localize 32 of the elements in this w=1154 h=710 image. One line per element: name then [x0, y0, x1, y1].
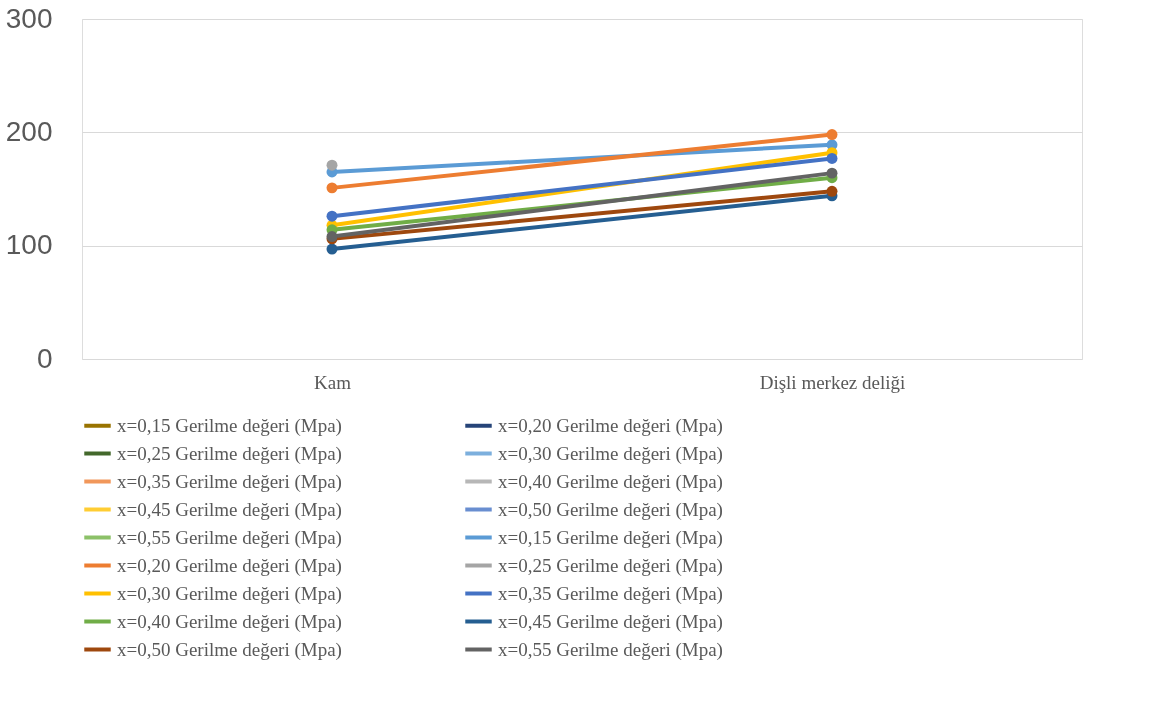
- point: [826, 167, 838, 179]
- legend-label: x=0,20 Gerilme değeri (Mpa): [117, 554, 342, 577]
- legend-label: x=0,25 Gerilme değeri (Mpa): [498, 554, 723, 577]
- point: [326, 182, 338, 194]
- legend-label: x=0,40 Gerilme değeri (Mpa): [498, 470, 723, 493]
- point: [326, 243, 338, 255]
- legend-label: x=0,30 Gerilme değeri (Mpa): [117, 582, 342, 605]
- point: [826, 129, 838, 141]
- legend-label: x=0,25 Gerilme değeri (Mpa): [117, 442, 342, 465]
- legend-label: x=0,35 Gerilme değeri (Mpa): [498, 582, 723, 605]
- legend-label: x=0,20 Gerilme değeri (Mpa): [498, 414, 723, 437]
- y-tick-label: 0: [36, 342, 53, 374]
- legend-label: x=0,45 Gerilme değeri (Mpa): [117, 498, 342, 521]
- legend-label: x=0,50 Gerilme değeri (Mpa): [498, 498, 723, 521]
- point: [326, 159, 338, 171]
- legend-label: x=0,45 Gerilme değeri (Mpa): [498, 610, 723, 633]
- y-tick-label: 100: [5, 229, 53, 261]
- legend-label: x=0,55 Gerilme değeri (Mpa): [117, 526, 342, 549]
- legend-label: x=0,55 Gerilme değeri (Mpa): [498, 638, 723, 661]
- legend-label: x=0,15 Gerilme değeri (Mpa): [498, 526, 723, 549]
- y-tick-label: 300: [5, 2, 53, 34]
- legend-label: x=0,40 Gerilme değeri (Mpa): [117, 610, 342, 633]
- point: [326, 210, 338, 222]
- point: [826, 152, 838, 164]
- y-tick-label: 200: [5, 115, 53, 147]
- legend-label: x=0,30 Gerilme değeri (Mpa): [498, 442, 723, 465]
- x-tick-label: Kam: [314, 371, 352, 393]
- legend-label: x=0,50 Gerilme değeri (Mpa): [117, 638, 342, 661]
- legend-label: x=0,35 Gerilme değeri (Mpa): [117, 470, 342, 493]
- point: [826, 185, 838, 197]
- legend-label: x=0,15 Gerilme değeri (Mpa): [117, 414, 342, 437]
- x-tick-label: Dişli merkez deliği: [759, 371, 906, 393]
